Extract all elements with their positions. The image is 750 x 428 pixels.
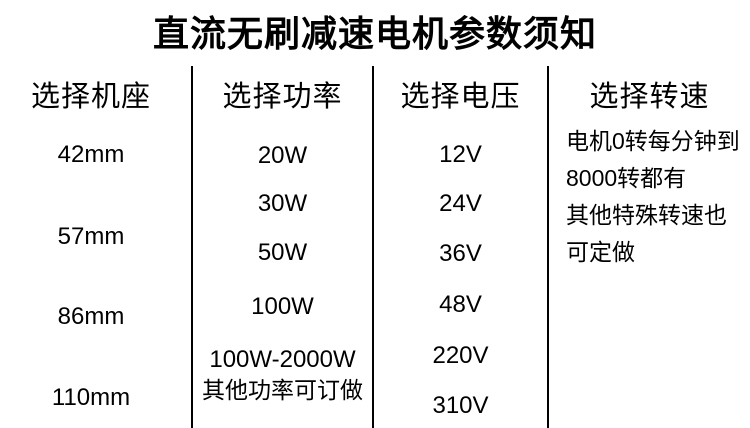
- table-cell-power-custom: 其他功率可订做: [202, 377, 363, 403]
- table-cell-voltage-36v: 36V: [439, 240, 482, 267]
- table-cell-power-30w: 30W: [257, 190, 308, 217]
- table-cell-power-20w: 20W: [257, 142, 308, 169]
- table-cell-power-50w: 50W: [257, 239, 308, 266]
- column-divider-2: [372, 66, 374, 428]
- column-speed: 选择转速 电机0转每分钟到 8000转都有 其他特殊转速也 可定做: [549, 0, 750, 428]
- frame-size-header: 选择机座: [30, 81, 151, 113]
- power-header: 选择功率: [222, 81, 343, 113]
- speed-header: 选择转速: [589, 81, 710, 113]
- table-cell-power-range: 100W-2000W: [209, 346, 356, 373]
- table-cell-voltage-12v: 12V: [439, 141, 482, 168]
- table-cell-voltage-24v: 24V: [439, 190, 482, 217]
- speed-note: 电机0转每分钟到 8000转都有 其他特殊转速也 可定做: [549, 123, 750, 271]
- speed-note-line-4: 可定做: [566, 239, 635, 265]
- column-voltage: 选择电压 12V 24V 36V 48V 220V 310V: [374, 0, 547, 428]
- table-cell-voltage-310v: 310V: [432, 392, 489, 419]
- table-cell-voltage-220v: 220V: [432, 342, 489, 369]
- speed-note-line-3: 其他特殊转速也: [566, 202, 727, 228]
- column-power: 选择功率 20W 30W 50W 100W 100W-2000W 其他功率可订做: [193, 0, 372, 428]
- table-cell-frame-42mm: 42mm: [57, 141, 125, 168]
- column-divider-3: [547, 66, 549, 428]
- column-frame-size: 选择机座 42mm 57mm 86mm 110mm: [0, 0, 182, 428]
- table-cell-frame-110mm: 110mm: [51, 384, 131, 411]
- voltage-header: 选择电压: [400, 81, 521, 113]
- speed-note-line-1: 电机0转每分钟到: [566, 128, 740, 154]
- page-title: 直流无刷减速电机参数须知: [152, 13, 597, 54]
- table-cell-frame-57mm: 57mm: [57, 223, 125, 250]
- table-cell-frame-86mm: 86mm: [57, 303, 125, 330]
- column-divider-1: [191, 66, 193, 428]
- table-cell-power-100w: 100W: [251, 293, 314, 320]
- table-cell-voltage-48v: 48V: [439, 291, 482, 318]
- speed-note-line-2: 8000转都有: [566, 165, 687, 191]
